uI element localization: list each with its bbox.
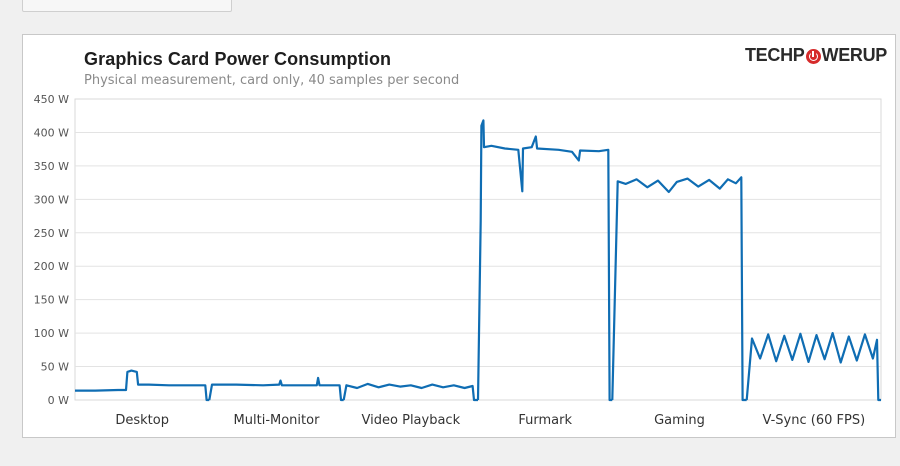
y-tick-label: 350 W [34,160,69,173]
power-chart-plot: 0 W 50 W 100 W 150 W 200 W 250 W 300 W 350 W 400… [34,93,882,428]
chart-card: Graphics Card Power Consumption Physical… [22,34,896,438]
y-tick-label: 300 W [34,193,69,206]
x-category-label: Furmark [518,413,572,428]
series-line-multi-monitor [208,376,344,402]
series-line-gaming [611,176,747,402]
y-tick-label: 200 W [34,260,69,273]
brand-text-left: TECHP [744,45,805,65]
power-icon [805,49,821,64]
y-tick-label: 450 W [34,93,69,106]
brand-logo: TECHP WERUP [745,45,887,66]
chart-title: Graphics Card Power Consumption [84,49,392,69]
x-category-label: Gaming [654,413,705,428]
x-category-label: Desktop [115,413,169,428]
y-tick-label: 150 W [34,294,69,307]
x-category-label: Multi-Monitor [234,413,321,428]
brand-text-right: WERUP [821,45,888,65]
chart-subtitle: Physical measurement, card only, 40 samp… [84,73,460,88]
y-tick-label: 50 W [41,361,69,374]
x-category-label: V-Sync (60 FPS) [762,413,865,428]
series-line-furmark [476,119,613,402]
series-line-video-playback [342,382,478,402]
top-tab[interactable] [22,0,232,12]
y-tick-label: 400 W [34,126,69,139]
y-tick-label: 250 W [34,227,69,240]
x-category-label: Video Playback [362,413,461,428]
y-tick-label: 100 W [34,327,69,340]
series-line-v-sync-60-fps [745,332,881,402]
y-tick-label: 0 W [48,394,69,407]
series-line-desktop [75,369,210,402]
